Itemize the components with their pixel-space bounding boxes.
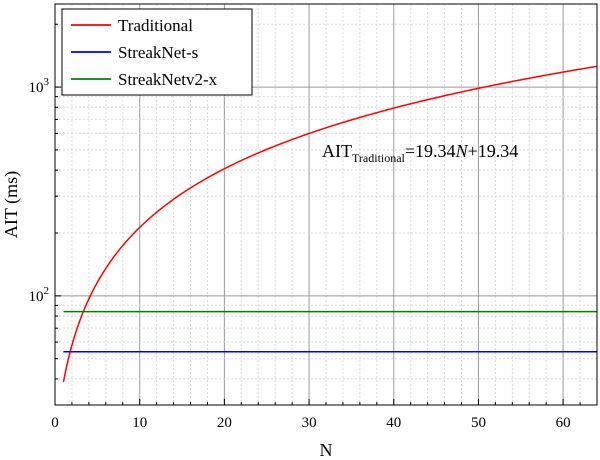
- legend-label: StreakNetv2-x: [118, 70, 218, 89]
- y-tick-label-base: 10: [29, 80, 44, 96]
- y-tick-label-exponent: 2: [44, 285, 50, 297]
- legend-label: StreakNet-s: [118, 43, 198, 62]
- formula-annotation: AITTraditional=19.34N+19.34: [322, 141, 518, 165]
- legend: Traditional StreakNet-s StreakNetv2-x: [61, 8, 253, 96]
- y-tick-label: 102: [29, 285, 50, 305]
- y-tick-label-exponent: 3: [44, 76, 50, 88]
- x-tick-label: 40: [386, 415, 401, 431]
- y-tick-label-base: 10: [29, 289, 44, 305]
- annotation-eq-var: N: [455, 141, 469, 161]
- x-tick-label: 0: [51, 415, 59, 431]
- y-axis-label: AIT (ms): [1, 171, 22, 238]
- x-tick-label: 60: [556, 415, 571, 431]
- annotation-main: AIT: [322, 141, 352, 161]
- annotation-subscript: Traditional: [352, 151, 406, 165]
- x-axis-label: N: [320, 440, 333, 460]
- grid: [55, 4, 597, 405]
- x-tick-label: 30: [302, 415, 317, 431]
- legend-label: Traditional: [118, 16, 193, 35]
- annotation-eq-suffix: +19.34: [468, 141, 519, 161]
- x-tick-label: 50: [471, 415, 486, 431]
- annotation-eq-prefix: =19.34: [405, 141, 456, 161]
- y-tick-label: 103: [29, 76, 50, 96]
- series-line-traditional: [62, 65, 598, 383]
- x-tick-label: 10: [132, 415, 147, 431]
- x-tick-label: 20: [217, 415, 232, 431]
- series-layer: [62, 65, 598, 383]
